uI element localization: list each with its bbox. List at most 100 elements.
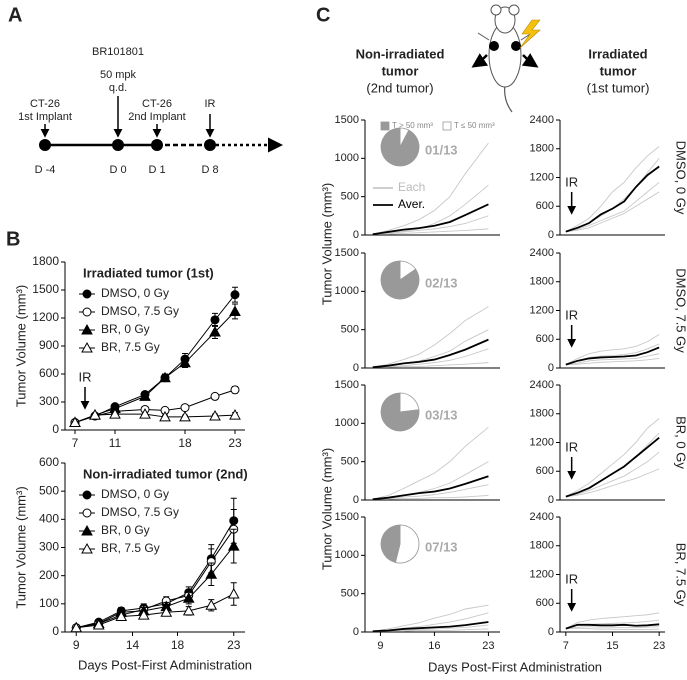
annotation: IR (79, 369, 92, 384)
legend-label: DMSO, 0 Gy (101, 286, 169, 300)
annotation: IR (565, 307, 578, 322)
marker (137, 609, 150, 620)
series-line (565, 623, 660, 630)
column-title: Non-irradiated (356, 46, 445, 61)
y-axis-title: Tumor Volume (mm³) (319, 448, 334, 570)
legend-marker (82, 307, 92, 317)
x-tick-label: 23 (228, 436, 242, 450)
individual-line (372, 426, 489, 500)
y-tick-label: 500 (341, 456, 359, 468)
marker (92, 618, 105, 630)
chart-title: Irradiated tumor (1st) (83, 265, 214, 280)
x-tick-label: 7 (72, 436, 79, 450)
individual-line (565, 191, 660, 233)
marker (160, 606, 173, 617)
legend-label: BR, 0 Gy (101, 523, 150, 537)
pie-label: 03/13 (425, 407, 458, 422)
legend-marker (81, 323, 93, 335)
marker (205, 568, 218, 579)
marker (89, 409, 101, 420)
individual-line (565, 357, 660, 366)
individual-line (565, 627, 660, 631)
annotation: IR (565, 571, 578, 586)
individual-line (372, 306, 489, 368)
pie-label: 01/13 (425, 142, 458, 157)
y-tick-label: 500 (341, 588, 359, 600)
timeline-note: BR101801 (92, 46, 144, 58)
panel-label: B (6, 228, 20, 250)
individual-line (565, 418, 660, 498)
marker (209, 409, 221, 421)
marker (230, 385, 240, 395)
row-label: DMSO, 7.5 Gy (674, 268, 687, 353)
series-line (565, 437, 660, 498)
timeline-label: D 1 (148, 164, 165, 176)
timeline-note: 50 mpk (100, 69, 137, 81)
y-tick-label: 200 (39, 568, 59, 582)
y-tick-label: 900 (39, 338, 59, 352)
y-tick-label: 0 (52, 422, 59, 436)
y-tick-label: 1500 (32, 282, 59, 296)
y-tick-label: 1800 (530, 276, 554, 288)
individual-line (565, 353, 660, 366)
marker (182, 604, 195, 616)
panel-label: C (316, 4, 330, 26)
timeline-note: 2nd Implant (128, 111, 185, 123)
individual-line (372, 329, 489, 368)
x-tick-label: 18 (178, 436, 192, 450)
marker (229, 409, 241, 420)
y-tick-label: 500 (39, 483, 59, 497)
marker (159, 371, 171, 383)
legend-label: T ≤ 50 mm³ (454, 121, 495, 130)
y-tick-label: 100 (39, 596, 59, 610)
y-tick-label: 1200 (32, 310, 59, 324)
individual-line (565, 181, 660, 233)
x-axis-title: Days Post-First Administration (78, 657, 252, 672)
legend-label: DMSO, 0 Gy (101, 487, 169, 501)
y-tick-label: 0 (353, 229, 359, 241)
y-tick-label: 1200 (530, 171, 554, 183)
column-title: Irradiated (588, 46, 647, 61)
row-label: BR, 0 Gy (674, 416, 687, 469)
y-tick-label: 300 (39, 540, 59, 554)
y-tick-label: 0 (548, 626, 554, 638)
series-line (372, 621, 489, 633)
panel-label: A (8, 4, 22, 26)
y-tick-label: 0 (52, 624, 59, 638)
x-tick-label: 15 (606, 640, 618, 652)
y-tick-label: 0 (548, 229, 554, 241)
y-tick-label: 600 (39, 455, 59, 469)
legend-marker (82, 490, 92, 500)
y-tick-label: 2400 (530, 511, 554, 523)
y-tick-label: 600 (536, 200, 554, 212)
marker (139, 408, 151, 419)
legend-marker (81, 524, 93, 536)
legend-swatch (380, 121, 390, 131)
series-line (372, 203, 489, 236)
x-tick-label: 7 (563, 640, 569, 652)
individual-line (565, 146, 660, 233)
timeline-note: q.d. (109, 82, 127, 94)
series-line (74, 311, 236, 424)
legend-label: T > 50 mm³ (392, 121, 433, 130)
y-tick-label: 600 (536, 597, 554, 609)
y-tick-label: 500 (341, 191, 359, 203)
marker (182, 592, 195, 603)
marker (180, 403, 190, 413)
series-line (372, 475, 489, 501)
individual-line (372, 215, 489, 235)
individual-line (565, 468, 660, 498)
pie-slice (380, 260, 420, 300)
y-tick-label: 1500 (335, 114, 359, 126)
x-tick-label: 18 (171, 638, 185, 652)
pie-slice (380, 127, 420, 167)
y-tick-label: 2400 (530, 114, 554, 126)
legend-label: DMSO, 7.5 Gy (101, 304, 179, 318)
y-tick-label: 300 (39, 394, 59, 408)
y-tick-label: 1000 (335, 285, 359, 297)
x-axis-title: Days Post-First Administration (428, 659, 602, 674)
x-tick-label: 9 (377, 640, 383, 652)
y-tick-label: 1800 (530, 540, 554, 552)
y-tick-label: 1800 (32, 254, 59, 268)
y-tick-label: 0 (353, 626, 359, 638)
